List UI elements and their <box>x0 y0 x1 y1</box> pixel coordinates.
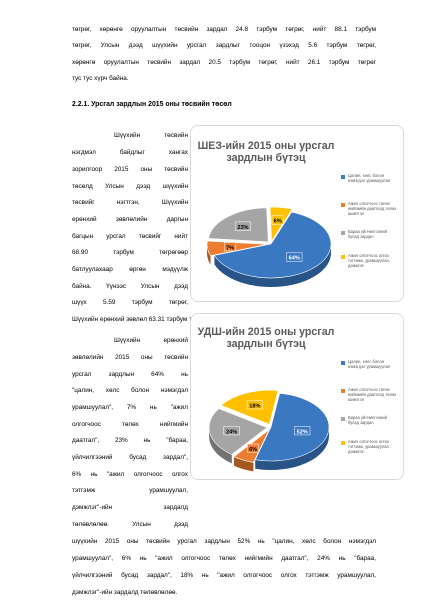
data-label: 24% <box>226 429 237 435</box>
para1-line: төсөлд Улсын дээд шүүхийн <box>72 183 188 190</box>
para2-line: тэтгэмж урамшуулал, <box>72 487 188 494</box>
para2-line: Шүүхийн ерөнхий <box>114 337 188 344</box>
chart-legend: Цалин, хөлс болон нэмэгдэл урамшуулал Ажи… <box>341 359 399 470</box>
para2-line: зөвлөлийн 2015 оны төсвийн <box>72 354 188 361</box>
para2-line: урамшуулал", 6% нь "ажил олгогчоос төлөх… <box>72 555 376 562</box>
legend-label: Бараа үйлчилгээний бусад зардал <box>348 415 387 425</box>
para2-line: дэмжлэг"-ийн зардалд <box>72 504 188 511</box>
legend-label: Цалин, хөлс болон нэмэгдэл урамшуулал <box>348 173 391 183</box>
legend-swatch <box>341 416 345 421</box>
legend-swatch <box>341 230 345 235</box>
legend-label: Ажил олгогчоос төлөх нийгмийн даатгалд т… <box>348 201 397 216</box>
data-label: 52% <box>297 429 308 435</box>
legend-swatch <box>341 254 345 259</box>
pie-slice-side <box>207 244 211 265</box>
pie-slice-side <box>255 427 329 470</box>
para1-line: байна. Үүнээс Улсын дээд <box>72 283 188 290</box>
data-label: 64% <box>289 256 300 262</box>
para2-line: 6% нь "ажил олгогчоос олгох <box>72 471 188 478</box>
data-label: 6% <box>249 447 257 453</box>
para1-line: Шүүхийн төсвийн <box>114 132 188 139</box>
para2-line: дэмжлэг"-ийн зардалд төлөвлөлөө. <box>72 589 178 596</box>
para1-line: шүүх 5.59 тэрбум төгрөг, <box>72 299 188 306</box>
legend-swatch <box>341 202 345 207</box>
chart-title: ШЕЗ-ийн 2015 оны урсгал зардлын бүтэц <box>197 140 335 164</box>
para2-line: "цалин, хөлс болон нэмэгдэл <box>72 387 188 394</box>
para2-line: олгогчоос төлөх нийгмийн <box>72 421 188 428</box>
data-label-bg <box>271 215 284 225</box>
data-label: 18% <box>249 403 260 409</box>
para1-line: ерөнхий зөвлөлийн даргын <box>72 216 188 223</box>
legend-swatch <box>341 440 345 445</box>
pie-slice-side <box>214 244 331 287</box>
section-heading: 2.2.1. Урсгал зардлын 2015 оны төсвийн т… <box>72 101 232 108</box>
data-label-bg <box>286 252 303 262</box>
pie-slice <box>254 393 330 462</box>
para1-line: багцын урсгал төсвийг нийт <box>72 233 188 240</box>
para2-line: шүүхийн 2015 оны төсвийн урсгал зардлын … <box>72 538 376 545</box>
para1-line: зорилгоор 2015 оны төсвийн <box>72 166 188 173</box>
legend-label: Ажил олгогчоос төлөх нийгмийн даатгалд т… <box>348 387 397 402</box>
legend-label: Ажил олгогчоос олгох тэтгэмж, урамшуулал… <box>348 439 391 454</box>
pie-slice <box>206 240 268 257</box>
chart-udsh: УДШ-ийн 2015 оны урсгал зардлын бүтэц 52… <box>190 313 404 480</box>
intro-line: хөрөнгө оруулалтын төсвийн зардал 20.5 т… <box>72 59 376 66</box>
pie-slice-side <box>233 456 254 472</box>
chart-shez: ШЕЗ-ийн 2015 оны урсгал зардлын бүтэц 64… <box>190 125 404 302</box>
data-label-bg <box>223 426 240 436</box>
intro-line: төгрөг, Улсын дээд шүүхийн урсгал зардлы… <box>72 42 376 49</box>
para2-line: үйлчилгээний бусад зардал", 18% нь "ажил… <box>72 572 376 579</box>
para1-line: 68.90 тэрбум төгрөгөөр <box>72 249 188 256</box>
pie-svg: 64% 7% 23% 6% <box>206 206 332 287</box>
data-label-bg <box>246 400 263 410</box>
chart-legend: Цалин, хөлс болон нэмэгдэл урамшуулал Ажи… <box>341 173 399 294</box>
legend-label: Цалин, хөлс болон нэмэгдэл урамшуулал <box>348 359 391 369</box>
para1-line: батлуулахаар өргөн мэдүүлж <box>72 266 188 273</box>
chart-title: УДШ-ийн 2015 оны урсгал зардлын бүтэц <box>197 326 335 350</box>
intro-line: тус тус хүрч байна. <box>72 75 129 82</box>
para1-line: нэгдмэл байдлыг хангах <box>72 149 188 156</box>
intro-line: төгрөг, хөрөнгө оруулалтын төсвийн зарда… <box>72 26 376 33</box>
para2-line: урсгал зардлын 64% нь <box>72 371 188 378</box>
legend-swatch <box>341 174 345 179</box>
legend-swatch <box>341 388 345 393</box>
para1-line: төсвийг нэгтгэн, Шүүхийн <box>72 199 188 206</box>
pie-svg: 52% 6% 24% 18% <box>208 389 330 472</box>
legend-label: Бараа үйлчилгээний бусад зардал <box>348 229 387 239</box>
data-label-bg <box>234 221 251 231</box>
para1-line: Шүүхийн ерөнхий зөвлөл 63.31 тэрбум төгр… <box>72 316 273 323</box>
para2-line: үйлчилгээний бусад зардал", <box>72 454 188 461</box>
data-label: 7% <box>226 245 234 251</box>
legend-label: Ажил олгогчоос олгох тэтгэмж, урамшуулал… <box>348 253 391 268</box>
data-label-bg <box>294 426 311 436</box>
para2-line: даатгал", 23% нь "бараа, <box>72 437 188 444</box>
data-label: 23% <box>237 225 248 231</box>
data-label-bg <box>247 443 260 453</box>
legend-swatch <box>341 360 345 365</box>
para2-line: урамшуулал", 7% нь "ажил <box>72 404 188 411</box>
para2-line: төлөвлөлөө. Улсын дээд <box>72 521 188 528</box>
pie-slice-side <box>209 427 232 464</box>
data-label: 6% <box>274 219 282 225</box>
data-label-bg <box>224 242 237 252</box>
